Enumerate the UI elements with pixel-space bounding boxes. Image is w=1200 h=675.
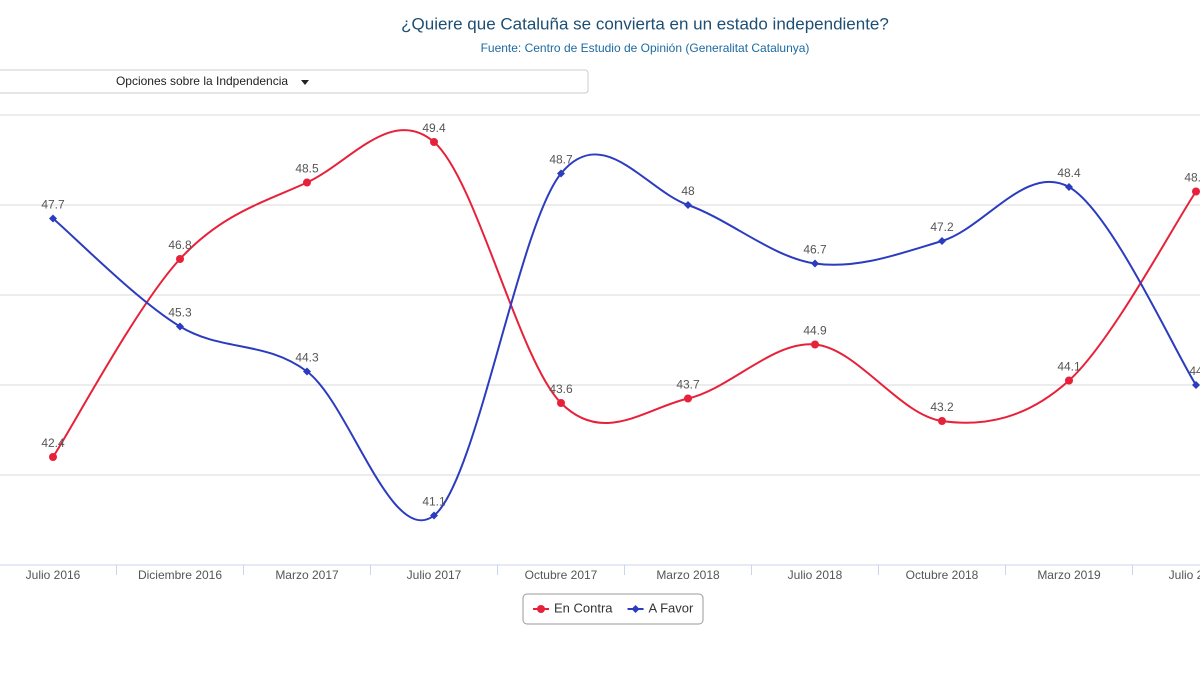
x-tick-label: Julio 2019 bbox=[1169, 568, 1200, 582]
x-tick-label: Diciembre 2016 bbox=[138, 568, 222, 582]
data-label: 45.3 bbox=[168, 306, 192, 320]
data-label: 48 bbox=[681, 184, 695, 198]
dropdown-label[interactable]: Opciones sobre la Indpendencia bbox=[116, 74, 288, 88]
x-tick-label: Marzo 2018 bbox=[656, 568, 720, 582]
point bbox=[557, 399, 565, 407]
data-label: 49.4 bbox=[422, 121, 446, 135]
data-label: 47.2 bbox=[930, 220, 954, 234]
data-label: 48.4 bbox=[1057, 166, 1081, 180]
x-tick-label: Octubre 2018 bbox=[906, 568, 979, 582]
legend-marker bbox=[631, 605, 640, 613]
legend: En Contra A Favor bbox=[522, 593, 704, 625]
data-label: 43.7 bbox=[676, 378, 700, 392]
x-tick-label: Marzo 2019 bbox=[1037, 568, 1101, 582]
point bbox=[430, 138, 438, 146]
data-label: 43.6 bbox=[549, 382, 573, 396]
data-label: 44.9 bbox=[803, 324, 827, 338]
point bbox=[49, 214, 57, 223]
data-label: 44 bbox=[1189, 364, 1200, 378]
chart-title: ¿Quiere que Cataluña se convierta en un … bbox=[401, 14, 889, 33]
point bbox=[49, 453, 57, 461]
x-tick-label: Julio 2016 bbox=[26, 568, 81, 582]
point bbox=[1065, 376, 1073, 385]
point bbox=[938, 237, 946, 245]
data-label: 44.3 bbox=[295, 351, 319, 365]
series-line bbox=[52, 153, 1197, 522]
point bbox=[176, 322, 184, 331]
x-tick-label: Julio 2018 bbox=[788, 568, 843, 582]
data-label: 47.7 bbox=[41, 198, 65, 212]
legend-box bbox=[522, 593, 704, 625]
point bbox=[303, 367, 311, 376]
series-line bbox=[52, 129, 1197, 458]
dropdown-box[interactable] bbox=[0, 69, 589, 94]
data-label: 46.8 bbox=[168, 238, 192, 252]
point bbox=[938, 417, 946, 425]
point bbox=[811, 340, 819, 349]
point bbox=[684, 201, 692, 209]
data-label: 43.2 bbox=[930, 400, 954, 414]
x-tick-label: Octubre 2017 bbox=[525, 568, 598, 582]
point bbox=[811, 259, 819, 268]
dropdown-caret[interactable] bbox=[301, 80, 309, 85]
point bbox=[1192, 381, 1200, 389]
legend-label: A Favor bbox=[649, 600, 694, 615]
point bbox=[176, 255, 184, 263]
data-label: 42.4 bbox=[41, 436, 65, 450]
data-label: 44.1 bbox=[1057, 360, 1081, 374]
point bbox=[1192, 187, 1200, 196]
x-tick-label: Julio 2017 bbox=[407, 568, 462, 582]
data-label: 48.7 bbox=[549, 153, 573, 167]
chart-subtitle: Fuente: Centro de Estudio de Opinión (Ge… bbox=[481, 41, 810, 55]
data-label: 46.7 bbox=[803, 243, 827, 257]
dropdown[interactable]: Opciones sobre la Indpendencia bbox=[0, 69, 589, 94]
data-label: 48.5 bbox=[295, 162, 319, 176]
point bbox=[1065, 183, 1073, 191]
x-tick-label: Marzo 2017 bbox=[275, 568, 339, 582]
point bbox=[557, 169, 565, 178]
point bbox=[430, 511, 438, 520]
data-label: 41.1 bbox=[422, 495, 446, 509]
point bbox=[684, 394, 692, 403]
legend-label: En Contra bbox=[554, 600, 613, 615]
legend-marker bbox=[537, 605, 545, 613]
data-label: 48.3 bbox=[1184, 171, 1200, 185]
point bbox=[303, 178, 311, 187]
